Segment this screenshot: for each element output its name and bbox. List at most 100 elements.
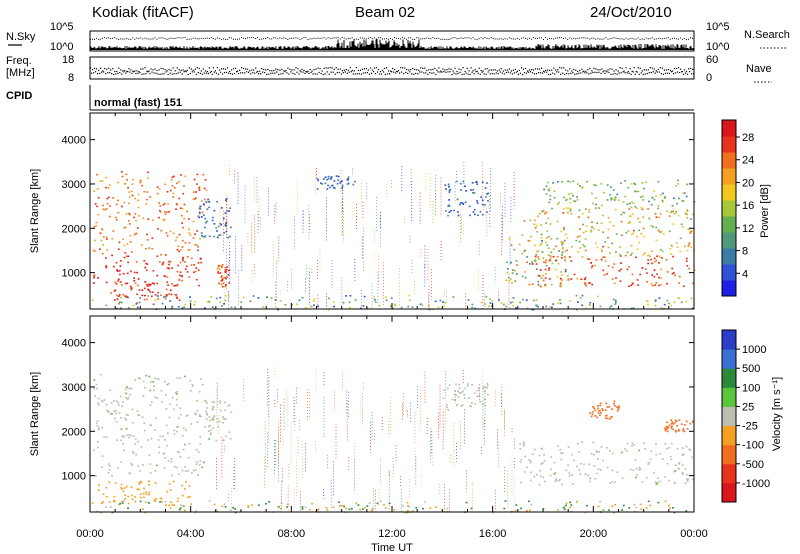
freq-point [187,73,189,76]
power-point [524,249,526,252]
power-point [160,229,163,232]
power-point [662,201,664,203]
freq-point [666,72,668,74]
freq-point [304,72,306,74]
freq-point [387,73,389,75]
power-point [538,274,540,277]
freq-point [149,73,151,75]
noise-search-point [390,37,391,39]
power-point [148,284,150,286]
velocity-point [484,386,487,389]
nave-point [90,67,92,69]
velocity-point [465,501,468,504]
power-point [147,295,150,297]
freq-point [580,72,582,74]
power-point [95,221,98,224]
velocity-point [610,416,613,418]
velocity-point [126,386,128,388]
freq-point [322,73,324,76]
noise-search-point [321,37,323,39]
power-point [139,181,142,184]
freq-point [664,72,666,75]
power-panel-frame [89,112,695,310]
power-point [443,305,445,308]
velocity-point [209,433,212,436]
power-point [473,192,476,194]
velocity-point [206,412,208,415]
noise-search-point [549,38,550,40]
noise-search-point [659,38,661,40]
noise-search-point [639,38,641,40]
power-point [192,198,195,200]
velocity-point [590,415,593,418]
velocity-point [213,503,216,506]
velocity-point [470,507,473,510]
power-point [374,298,376,301]
power-point [437,306,440,309]
power-point [556,220,559,223]
nave-point [345,68,347,71]
power-point [606,273,608,275]
power-point [194,301,197,303]
velocity-point [543,480,546,483]
power-point [225,277,227,280]
noise-search-point [690,37,691,39]
power-point [187,228,190,231]
power-point [221,279,224,282]
power-point [125,296,128,299]
noise-search-point [243,37,244,39]
noise-search-point [490,37,492,39]
freq-point [330,71,332,73]
power-point [560,230,563,233]
power-point [610,199,613,201]
freq-point [310,71,312,74]
power-point [129,241,132,243]
velocity-point [125,419,128,421]
nave-point [524,67,527,70]
power-point [151,247,154,250]
time-tick-label: 08:00 [278,528,306,540]
nave-point [160,67,162,70]
velocity-point [599,500,601,503]
power-point [584,277,587,280]
colorbar-tick-label: -1000 [742,478,770,490]
power-point [488,305,491,308]
power-point [218,282,220,285]
power-point [686,216,689,219]
noise-search-point [317,37,319,39]
power-point [535,263,538,265]
noise-search-point [108,37,110,39]
nave-point [492,69,494,71]
velocity-point [222,422,224,424]
freq-point [491,72,493,75]
nave-point [428,69,430,71]
velocity-point [592,406,594,408]
nave-point [110,69,112,71]
velocity-point [130,463,133,465]
noise-search-point [452,37,454,39]
velocity-point [541,462,544,464]
velocity-point [200,378,202,380]
power-point [169,230,172,233]
velocity-point [229,438,232,440]
power-point [685,195,688,198]
noise-search-point [210,37,212,39]
noise-search-point [182,37,184,39]
power-point [655,195,657,197]
power-point [544,261,547,264]
velocity-point [560,452,562,454]
power-point [111,254,113,257]
velocity-point [186,414,189,416]
power-point [360,307,362,310]
velocity-data-points [91,367,695,514]
noise-search-point [269,38,271,40]
freq-point [644,73,646,75]
noise-search-point [146,38,148,40]
power-point [650,250,653,252]
noise-search-point [526,38,528,40]
velocity-point [165,394,167,396]
freq-point [121,73,123,75]
freq-point [596,71,598,74]
noise-search-point [504,38,506,40]
power-point [224,266,227,269]
